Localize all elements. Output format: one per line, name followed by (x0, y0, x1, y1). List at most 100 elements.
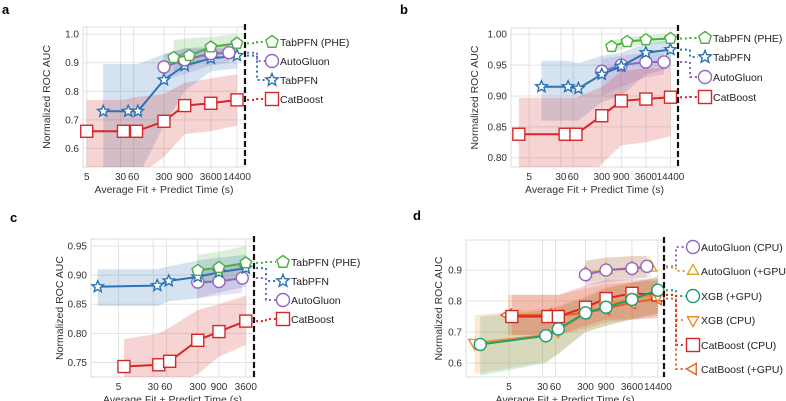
y-tick-label: 0.7 (65, 115, 79, 126)
legend-connector (680, 48, 698, 58)
legend-label: AutoGluon (+GPU) (701, 266, 786, 278)
y-tick-label: 1.0 (65, 30, 79, 41)
triangle-down-marker-icon (686, 316, 700, 328)
legend-connector (680, 60, 698, 78)
legend-label: TabPFN (713, 52, 751, 64)
x-axis-label: Average Fit + Predict Time (s) (496, 394, 635, 401)
legend-label: CatBoost (280, 94, 323, 106)
panel-letter: a (2, 2, 10, 17)
data-point (614, 94, 628, 108)
data-point (156, 72, 172, 87)
data-point (191, 263, 205, 276)
data-point (204, 96, 218, 110)
star-marker-icon (275, 272, 291, 288)
legend-label: TabPFN (PHE) (713, 33, 782, 45)
legend-connector (666, 289, 686, 297)
x-tick-label: 900 (613, 172, 630, 183)
triangle-up-marker-icon (686, 263, 700, 275)
x-tick-label: 14400 (223, 172, 251, 183)
panel-a: a 5 30 60 300 900 3600 14400 0.6 0.7 0.8 0.9 1.0 Aver… (2, 2, 349, 196)
panel-letter: d (413, 208, 421, 223)
panel-d: d 5 30 60 300 900 3600 14400 0.6 0.7 0.8 0.9 Average… (413, 208, 786, 401)
legend-item: AutoGluon (680, 60, 763, 85)
legend-label: XGB (CPU) (701, 315, 755, 327)
data-point (222, 46, 236, 60)
data-point (191, 333, 205, 348)
y-tick-label: 0.7 (448, 328, 462, 339)
circle-marker-icon (264, 53, 280, 69)
x-tick-label: 900 (176, 172, 193, 183)
legend-item: AutoGluon (+GPU) (666, 263, 786, 278)
x-tick-label: 5 (116, 382, 122, 393)
legend-item: XGB (+GPU) (666, 288, 762, 304)
data-point (239, 256, 253, 269)
square-marker-icon (685, 337, 701, 353)
confidence-band (480, 276, 658, 376)
series-line (163, 51, 230, 68)
pentagon-marker-icon (697, 30, 713, 44)
x-tick-label: 60 (550, 382, 562, 393)
x-tick-label: 30 (537, 382, 549, 393)
legend-connector (666, 246, 686, 268)
data-point (539, 329, 553, 343)
confidence-band (541, 40, 671, 121)
x-tick-label: 14400 (657, 172, 685, 183)
legend-connector (247, 41, 265, 45)
legend-connector (247, 54, 265, 81)
y-tick-label: 0.9 (65, 58, 79, 69)
data-point (505, 309, 519, 324)
x-tick-label: 5 (506, 382, 512, 393)
data-point (578, 306, 593, 320)
data-point (116, 124, 131, 138)
legend-label: CatBoost (291, 314, 334, 326)
legend-label: CatBoost (CPU) (701, 340, 776, 352)
data-point (570, 80, 586, 95)
y-tick-label: 0.85 (488, 122, 508, 133)
y-axis-label: Normalized ROC AUC (54, 256, 66, 360)
data-point (204, 40, 218, 53)
legend-label: TabPFN (PHE) (280, 37, 349, 49)
series-tabpfn-phe- (167, 36, 244, 64)
data-point (212, 324, 226, 339)
x-tick-label: 5 (84, 172, 90, 183)
data-point (157, 60, 171, 74)
legend-label: XGB (+GPU) (701, 291, 762, 303)
data-point (161, 273, 177, 288)
data-point (167, 50, 181, 64)
data-point (162, 354, 177, 368)
y-tick-label: 0.9 (448, 266, 462, 277)
panel-b: b 5 30 60 300 900 3600 14400 0.80 0.85 0.90 0.95 1.0… (400, 2, 782, 196)
data-point (594, 66, 610, 81)
star-marker-icon (697, 48, 713, 64)
circle-marker-icon (685, 288, 701, 304)
square-marker-icon (275, 311, 291, 327)
x-tick-label: 3600 (635, 172, 658, 183)
panel-c: c 5 30 60 300 900 3600 0.75 0.80 0.85 0.90 0.95 Aver… (10, 210, 360, 401)
legend-connector (247, 98, 265, 101)
triangle-left-marker-icon (685, 362, 697, 376)
data-point (639, 92, 653, 106)
data-point (560, 78, 576, 94)
data-point (639, 32, 653, 46)
legend-connector (256, 267, 276, 282)
x-axis-label: Average Fit + Predict Time (s) (525, 184, 664, 196)
confidence-band (518, 68, 671, 167)
legend-label: TabPFN (280, 75, 318, 87)
data-point (129, 124, 144, 138)
data-point (130, 103, 146, 118)
series-line (585, 265, 648, 276)
legend-item: AutoGluon (CPU) (666, 239, 783, 268)
data-point (230, 36, 244, 49)
x-tick-label: 300 (577, 382, 594, 393)
data-point (613, 58, 629, 73)
data-point (625, 261, 639, 276)
pentagon-marker-icon (264, 34, 280, 48)
data-point (235, 271, 249, 285)
y-tick-label: 0.95 (68, 241, 88, 252)
y-tick-label: 1.00 (488, 30, 508, 41)
y-axis-label: Normalized ROC AUC (433, 256, 445, 360)
data-point (663, 90, 678, 104)
x-tick-label: 3600 (621, 382, 644, 393)
x-tick-label: 900 (598, 382, 615, 393)
data-point (95, 103, 111, 118)
